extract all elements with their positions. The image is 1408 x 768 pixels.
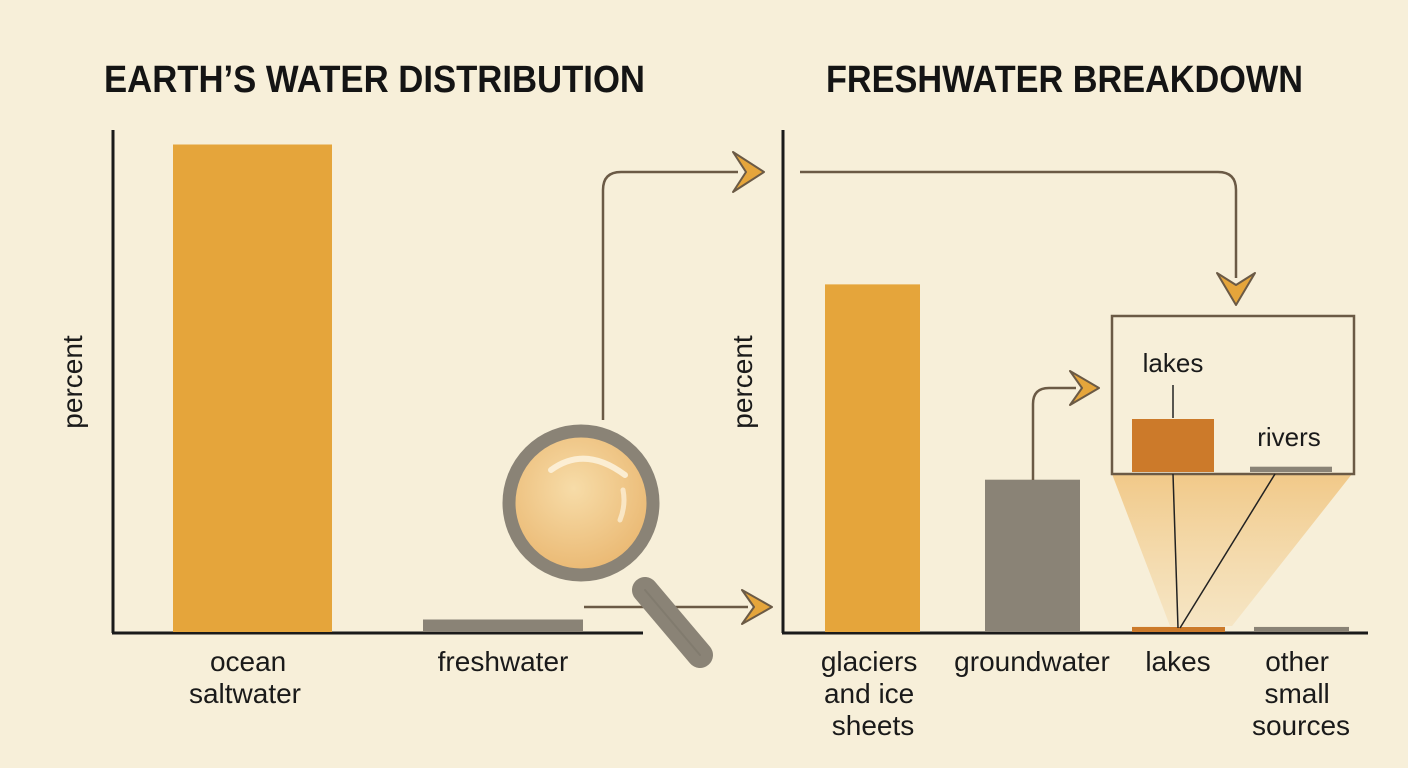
inset-label-lakes: lakes bbox=[1143, 348, 1204, 378]
x-tick-ocean-line2: saltwater bbox=[189, 678, 301, 709]
svg-text:glaciers and ice s: glaciers and ice sheets bbox=[821, 646, 925, 741]
bar-groundwater bbox=[985, 479, 1080, 632]
bar-lakes bbox=[1132, 626, 1225, 632]
arrow-right-icon bbox=[732, 151, 765, 193]
x-tick-groundwater: groundwater bbox=[954, 646, 1110, 677]
arrow-right-icon bbox=[741, 589, 773, 625]
x-tick-glaciers-line2: and ice bbox=[824, 678, 914, 709]
x-tick-ocean-line1: ocean bbox=[210, 646, 286, 677]
x-tick-lakes: lakes bbox=[1145, 646, 1210, 677]
x-tick-glaciers-line3: sheets bbox=[832, 710, 915, 741]
inset-bars bbox=[1132, 419, 1332, 472]
x-tick-other-line1: other bbox=[1265, 646, 1329, 677]
inset-zoom-box: lakes rivers bbox=[1110, 314, 1356, 476]
zoom-leader-rivers bbox=[1179, 473, 1276, 629]
svg-text:other small source: other small sources bbox=[1252, 646, 1350, 741]
connector-inset-arrow bbox=[800, 170, 1238, 278]
arrow-right-icon bbox=[1069, 370, 1100, 406]
inset-bar-rivers bbox=[1250, 466, 1332, 472]
axes-left bbox=[111, 130, 643, 635]
x-tick-other-line2: small bbox=[1264, 678, 1329, 709]
inset-bar-lakes bbox=[1132, 419, 1214, 472]
x-tick-labels-right: glaciers and ice sheets groundwater lake… bbox=[821, 646, 1350, 741]
chart-title-right: FRESHWATER BREAKDOWN bbox=[826, 59, 1303, 101]
arrow-down-icon bbox=[1216, 272, 1256, 306]
y-axis-label-left: percent bbox=[57, 335, 88, 429]
bar-ocean-saltwater bbox=[173, 144, 332, 632]
bar-other-small-sources bbox=[1254, 626, 1349, 632]
bar-freshwater bbox=[423, 619, 583, 632]
y-axis-label-right: percent bbox=[727, 335, 758, 429]
connector-top-arrow bbox=[601, 170, 738, 420]
bars-left bbox=[173, 144, 583, 632]
x-tick-glaciers-line1: glaciers bbox=[821, 646, 917, 677]
zoom-beam bbox=[1112, 474, 1352, 626]
zoom-leader-lakes bbox=[1172, 473, 1179, 629]
magnifying-glass-icon bbox=[502, 424, 713, 668]
svg-text:ocean saltwater: ocean saltwater bbox=[189, 646, 301, 709]
x-tick-freshwater: freshwater bbox=[438, 646, 569, 677]
bars-right bbox=[825, 284, 1349, 632]
bar-glaciers-and-ice-sheets bbox=[825, 284, 920, 632]
axes-right bbox=[781, 130, 1368, 635]
x-tick-labels-left: ocean saltwater freshwater bbox=[189, 646, 568, 709]
x-tick-other-line3: sources bbox=[1252, 710, 1350, 741]
connector-groundwater-arrow bbox=[1031, 386, 1076, 480]
inset-label-rivers: rivers bbox=[1257, 422, 1321, 452]
chart-title-left: EARTH’S WATER DISTRIBUTION bbox=[104, 59, 645, 101]
